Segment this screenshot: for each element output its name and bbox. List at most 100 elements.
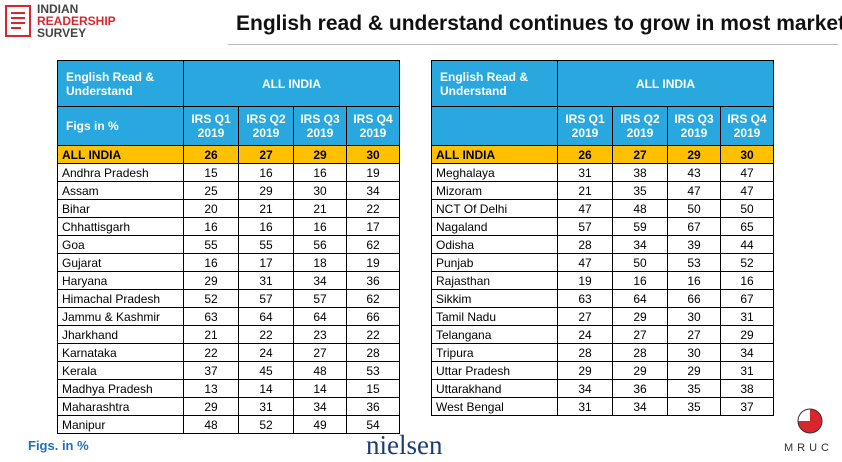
cell-value: 29 <box>183 397 239 416</box>
state-row: Jharkhand 21 22 23 22 <box>57 325 400 344</box>
cell-value: 29 <box>612 361 668 380</box>
row-label: Uttar Pradesh <box>431 361 558 380</box>
state-row: NCT Of Delhi 47 48 50 50 <box>431 199 774 218</box>
cell-value: 16 <box>183 217 239 236</box>
row-label: Chhattisgarh <box>57 217 184 236</box>
cell-value: 30 <box>667 343 721 362</box>
column-header: IRS Q4 2019 <box>720 106 774 146</box>
cell-value: 47 <box>557 199 613 218</box>
state-row: Uttarakhand 34 36 35 38 <box>431 379 774 398</box>
cell-value: 16 <box>238 217 294 236</box>
cell-value: 24 <box>557 325 613 344</box>
cell-value: 30 <box>346 145 400 164</box>
group-header: ALL INDIA <box>557 60 774 107</box>
row-label: Odisha <box>431 235 558 254</box>
header-label: English Read & Understand <box>431 60 558 107</box>
cell-value: 29 <box>720 325 774 344</box>
cell-value: 25 <box>183 181 239 200</box>
cell-value: 29 <box>557 361 613 380</box>
cell-value: 18 <box>293 253 347 272</box>
cell-value: 44 <box>720 235 774 254</box>
state-row: Mizoram 21 35 47 47 <box>431 181 774 200</box>
cell-value: 35 <box>667 379 721 398</box>
cell-value: 29 <box>667 361 721 380</box>
cell-value: 28 <box>557 343 613 362</box>
nielsen-logo: nielsen <box>366 430 443 460</box>
cell-value: 57 <box>238 289 294 308</box>
cell-value: 62 <box>346 235 400 254</box>
row-label: Rajasthan <box>431 271 558 290</box>
cell-value: 30 <box>293 181 347 200</box>
cell-value: 53 <box>346 361 400 380</box>
state-row: Tripura 28 28 30 34 <box>431 343 774 362</box>
cell-value: 28 <box>612 343 668 362</box>
cell-value: 52 <box>720 253 774 272</box>
cell-value: 21 <box>238 199 294 218</box>
cell-value: 37 <box>183 361 239 380</box>
cell-value: 28 <box>557 235 613 254</box>
state-row: Telangana 24 27 27 29 <box>431 325 774 344</box>
state-row: Uttar Pradesh 29 29 29 31 <box>431 361 774 380</box>
cell-value: 67 <box>667 217 721 236</box>
cell-value: 27 <box>667 325 721 344</box>
row-label: Himachal Pradesh <box>57 289 184 308</box>
cell-value: 36 <box>612 379 668 398</box>
logo-text: INDIAN READERSHIP SURVEY <box>37 3 116 39</box>
row-label: Uttarakhand <box>431 379 558 398</box>
state-row: Andhra Pradesh 15 16 16 19 <box>57 163 400 182</box>
title: English read & understand continues to g… <box>236 12 842 35</box>
row-label: Haryana <box>57 271 184 290</box>
cell-value: 19 <box>557 271 613 290</box>
cell-value: 21 <box>183 325 239 344</box>
state-row: Bihar 20 21 21 22 <box>57 199 400 218</box>
cell-value: 35 <box>667 397 721 416</box>
state-row: Himachal Pradesh 52 57 57 62 <box>57 289 400 308</box>
cell-value: 26 <box>557 145 613 164</box>
cell-value: 39 <box>667 235 721 254</box>
cell-value: 27 <box>612 145 668 164</box>
header-row: English Read & Understand ALL INDIA <box>431 60 774 107</box>
cell-value: 47 <box>667 181 721 200</box>
cell-value: 30 <box>667 307 721 326</box>
cell-value: 15 <box>183 163 239 182</box>
cell-value: 50 <box>612 253 668 272</box>
cell-value: 34 <box>293 397 347 416</box>
cell-value: 38 <box>612 163 668 182</box>
figs-label: Figs in % <box>57 106 184 146</box>
row-label: Tripura <box>431 343 558 362</box>
row-label: Nagaland <box>431 217 558 236</box>
cell-value: 27 <box>557 307 613 326</box>
header-label: English Read & Understand <box>57 60 184 107</box>
cell-value: 43 <box>667 163 721 182</box>
cell-value: 47 <box>720 163 774 182</box>
column-header: IRS Q4 2019 <box>346 106 400 146</box>
row-label: NCT Of Delhi <box>431 199 558 218</box>
state-row: Assam 25 29 30 34 <box>57 181 400 200</box>
cell-value: 24 <box>238 343 294 362</box>
cell-value: 54 <box>346 415 400 434</box>
cell-value: 17 <box>238 253 294 272</box>
total-row: ALL INDIA 26 27 29 30 <box>57 145 400 164</box>
cell-value: 31 <box>557 163 613 182</box>
cell-value: 34 <box>557 379 613 398</box>
header-row: English Read & Understand ALL INDIA <box>57 60 400 107</box>
cell-value: 52 <box>183 289 239 308</box>
state-row: Kerala 37 45 48 53 <box>57 361 400 380</box>
cell-value: 16 <box>293 163 347 182</box>
cell-value: 31 <box>238 397 294 416</box>
cell-value: 55 <box>183 235 239 254</box>
column-header: IRS Q1 2019 <box>557 106 613 146</box>
column-header: IRS Q2 2019 <box>612 106 668 146</box>
state-row: Nagaland 57 59 67 65 <box>431 217 774 236</box>
cell-value: 22 <box>183 343 239 362</box>
cell-value: 34 <box>612 235 668 254</box>
state-row: Jammu & Kashmir 63 64 64 66 <box>57 307 400 326</box>
row-label: Jammu & Kashmir <box>57 307 184 326</box>
cell-value: 29 <box>293 145 347 164</box>
column-header: IRS Q3 2019 <box>667 106 721 146</box>
cell-value: 27 <box>293 343 347 362</box>
row-label: West Bengal <box>431 397 558 416</box>
cell-value: 27 <box>612 325 668 344</box>
cell-value: 48 <box>612 199 668 218</box>
cell-value: 16 <box>612 271 668 290</box>
